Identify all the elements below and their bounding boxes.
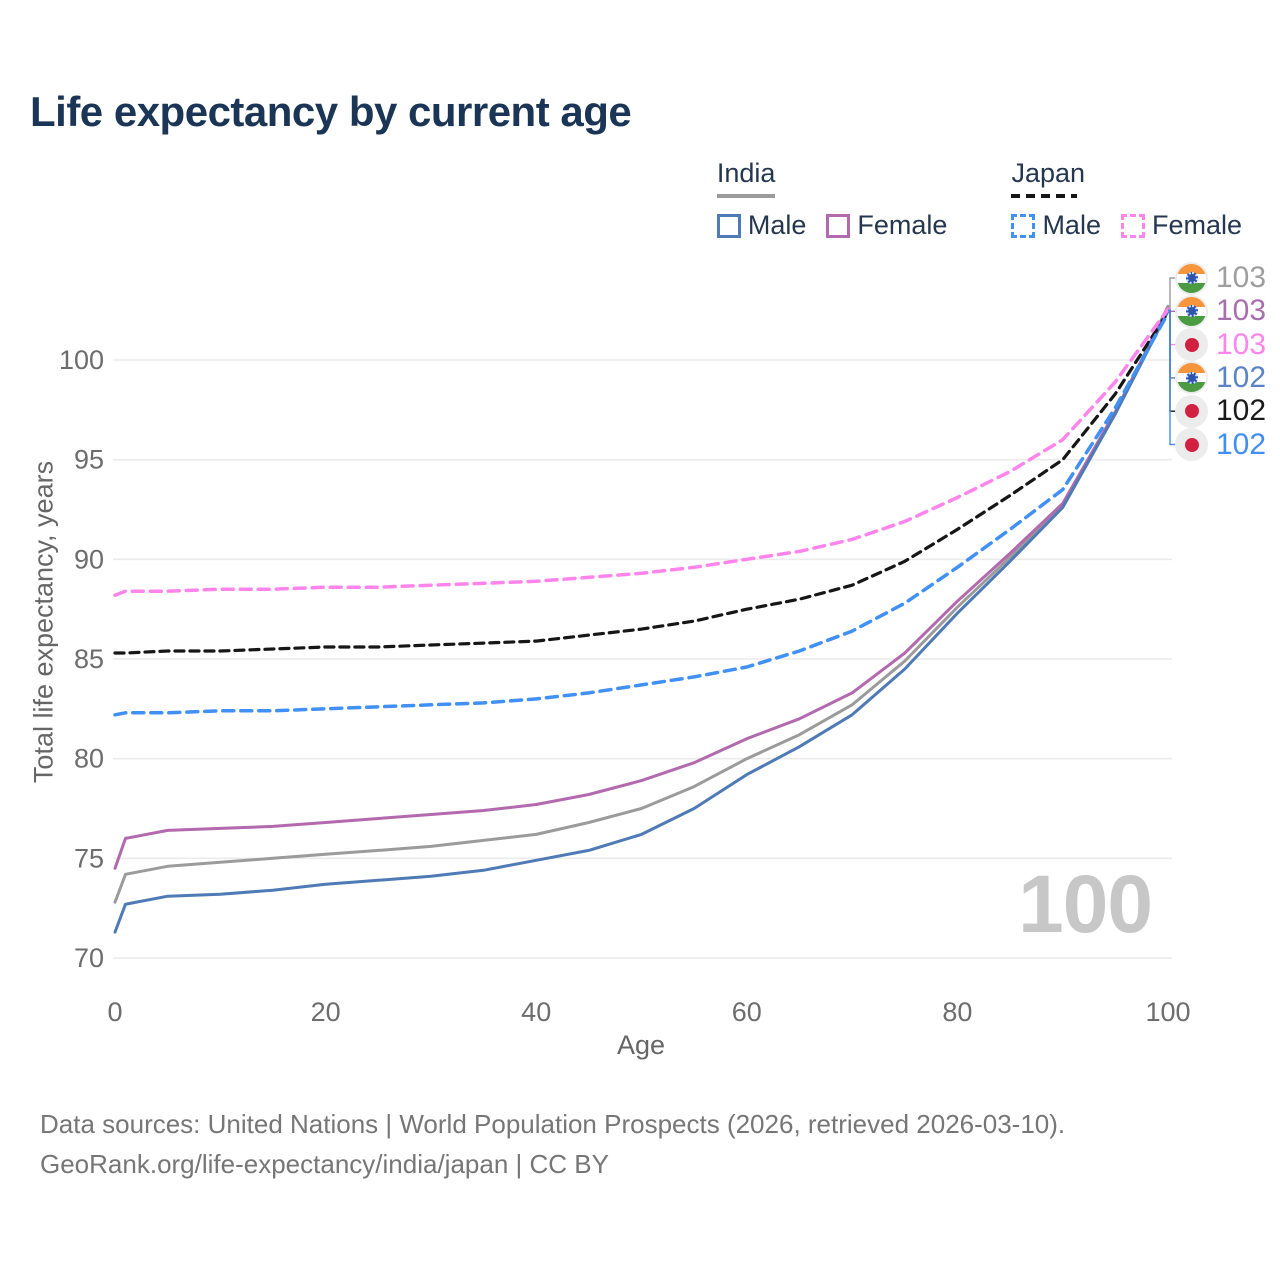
legend-label: Female bbox=[1151, 210, 1242, 240]
legend-country-india: India bbox=[716, 158, 776, 188]
legend-label: Male bbox=[1042, 210, 1101, 240]
legend-item-india-female[interactable]: Female bbox=[826, 210, 947, 241]
series-line-india-female bbox=[113, 306, 1170, 870]
series-line-india-male bbox=[113, 309, 1170, 934]
y-tick-label: 90 bbox=[74, 544, 104, 574]
series-line-japan-total bbox=[113, 310, 1170, 655]
y-tick-label: 75 bbox=[74, 843, 104, 873]
end-label-row: 103 bbox=[1175, 294, 1266, 328]
y-axis-title: Total life expectancy, years bbox=[28, 460, 59, 784]
x-tick-label: 60 bbox=[732, 997, 762, 1027]
india-flag-icon bbox=[1175, 361, 1208, 395]
x-tick-label: 100 bbox=[1145, 997, 1190, 1027]
legend-item-india-male[interactable]: Male bbox=[716, 210, 807, 241]
india-male-swatch-icon bbox=[716, 213, 741, 238]
end-label-value: 103 bbox=[1216, 294, 1267, 328]
japan-male-swatch-icon bbox=[1011, 213, 1036, 238]
footer-sources-line: Data sources: United Nations | World Pop… bbox=[40, 1109, 1066, 1139]
legend-country-japan: Japan bbox=[1011, 158, 1086, 188]
japan-female-swatch-icon bbox=[1120, 213, 1145, 238]
india-female-swatch-icon bbox=[826, 213, 851, 238]
end-label-row: 103 bbox=[1175, 261, 1266, 295]
series-line-india-total bbox=[113, 304, 1170, 904]
japan-flag-icon bbox=[1175, 328, 1208, 362]
end-label-value: 102 bbox=[1216, 427, 1267, 461]
y-tick-label: 100 bbox=[59, 345, 104, 375]
legend-group-japan: Japan Male Female bbox=[1011, 158, 1242, 241]
legend-label: Female bbox=[857, 210, 948, 240]
end-label-row: 102 bbox=[1175, 394, 1266, 428]
series-line-japan-female bbox=[113, 307, 1170, 597]
x-tick-label: 0 bbox=[107, 997, 122, 1027]
legend-item-japan-female[interactable]: Female bbox=[1120, 210, 1242, 241]
japan-flag-icon bbox=[1175, 428, 1208, 461]
y-tick-label: 95 bbox=[74, 445, 104, 475]
end-label-value: 102 bbox=[1216, 394, 1267, 428]
y-tick-label: 85 bbox=[74, 644, 104, 674]
page-title: Life expectancy by current age bbox=[30, 88, 632, 135]
y-tick-label: 70 bbox=[74, 943, 104, 973]
end-label-row: 102 bbox=[1175, 361, 1266, 395]
end-label-row: 102 bbox=[1175, 428, 1266, 462]
x-tick-label: 40 bbox=[521, 997, 551, 1027]
y-tick-label: 80 bbox=[74, 744, 104, 774]
india-flag-icon bbox=[1175, 261, 1208, 295]
india-flag-icon bbox=[1175, 294, 1208, 328]
japan-line-style-swatch bbox=[1011, 194, 1078, 198]
footer-attribution-line: GeoRank.org/life-expectancy/india/japan … bbox=[40, 1149, 609, 1180]
series-line-japan-male bbox=[113, 311, 1170, 717]
japan-flag-icon bbox=[1175, 394, 1208, 428]
end-label-value: 103 bbox=[1216, 261, 1267, 294]
legend: India Male Female Japan Male Female bbox=[716, 158, 1242, 241]
legend-group-india: India Male Female bbox=[716, 158, 947, 241]
x-axis-title: Age bbox=[616, 1030, 666, 1060]
india-line-style-swatch bbox=[716, 194, 775, 198]
x-tick-label: 80 bbox=[942, 997, 972, 1027]
end-label-value: 103 bbox=[1216, 327, 1267, 361]
current-age-watermark: 100 bbox=[1018, 859, 1153, 950]
legend-item-japan-male[interactable]: Male bbox=[1011, 210, 1101, 241]
end-label-value: 102 bbox=[1216, 360, 1267, 394]
end-label-row: 103 bbox=[1175, 328, 1266, 362]
legend-label: Male bbox=[747, 210, 807, 240]
x-tick-label: 20 bbox=[311, 997, 341, 1027]
footer: Data sources: United Nations | World Pop… bbox=[40, 1104, 1065, 1185]
